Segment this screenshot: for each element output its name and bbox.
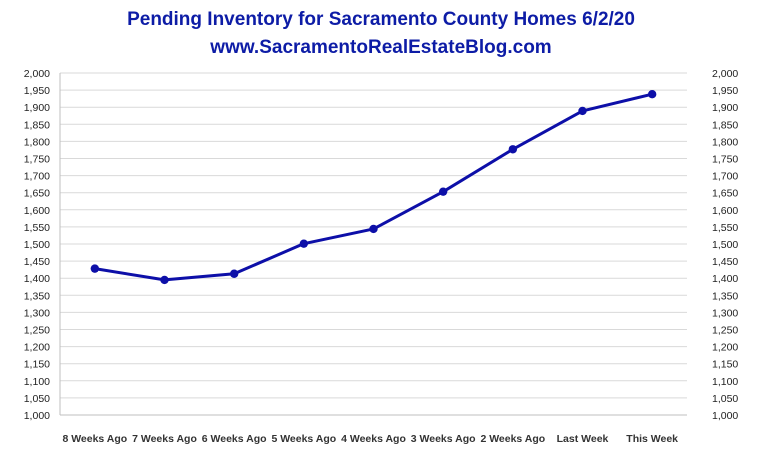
- y-tick-label-left: 1,200: [24, 342, 50, 354]
- gridlines: [60, 72, 687, 399]
- series-line: [94, 92, 653, 282]
- y-tick-label-left: 1,350: [24, 290, 50, 302]
- y-tick-label-right: 1,500: [712, 239, 738, 251]
- y-tick-label-right: 1,800: [712, 136, 738, 148]
- data-point: [647, 90, 657, 99]
- x-tick-label: 5 Weeks Ago: [271, 433, 336, 445]
- x-tick-label: 6 Weeks Ago: [202, 433, 267, 445]
- y-tick-label-right: 1,900: [712, 102, 738, 114]
- y-tick-label-right: 1,300: [712, 307, 738, 319]
- y-tick-label-right: 1,200: [712, 342, 738, 354]
- data-point: [90, 264, 100, 273]
- y-tick-label-left: 1,550: [24, 222, 50, 234]
- data-point: [438, 187, 448, 196]
- y-tick-label-left: 1,650: [24, 188, 50, 200]
- y-tick-label-left: 1,750: [24, 154, 50, 166]
- y-tick-label-right: 1,700: [712, 171, 738, 183]
- y-tick-label-right: 1,750: [712, 154, 738, 166]
- y-tick-label-left: 1,600: [24, 205, 50, 217]
- x-tick-label: 8 Weeks Ago: [62, 433, 127, 445]
- y-axis-left: 1,000 1,050 1,100 1,150 1,200 1,250 1,300 1,350…: [24, 68, 50, 422]
- y-tick-label-left: 1,000: [24, 410, 50, 422]
- y-tick-label-left: 1,050: [24, 393, 50, 405]
- y-tick-label-right: 1,600: [712, 205, 738, 217]
- data-point: [369, 224, 378, 234]
- y-tick-label-left: 1,700: [24, 171, 50, 183]
- x-tick-label: 4 Weeks Ago: [341, 433, 406, 445]
- y-tick-label-right: 1,450: [712, 256, 738, 268]
- y-tick-label-left: 2,000: [24, 68, 50, 80]
- y-tick-label-right: 1,000: [712, 410, 738, 422]
- series: [90, 90, 657, 285]
- y-tick-label-right: 1,650: [712, 188, 738, 200]
- y-tick-label-left: 1,150: [24, 359, 50, 371]
- y-tick-label-right: 1,250: [712, 325, 738, 337]
- x-tick-label: 2 Weeks Ago: [480, 433, 545, 445]
- y-tick-label-left: 1,900: [24, 102, 50, 114]
- x-tick-label: This Week: [626, 433, 678, 445]
- data-point: [578, 106, 587, 116]
- y-axis-right: 1,000 1,050 1,100 1,150 1,200 1,250 1,300 1,350…: [712, 68, 738, 422]
- data-point: [299, 239, 309, 248]
- y-tick-label-left: 1,800: [24, 136, 50, 148]
- y-tick-label-left: 1,100: [24, 376, 50, 388]
- y-tick-label-right: 1,350: [712, 290, 738, 302]
- x-tick-label: 3 Weeks Ago: [411, 433, 476, 445]
- y-tick-label-right: 1,850: [712, 119, 738, 131]
- x-tick-label: 7 Weeks Ago: [132, 433, 197, 445]
- x-tick-label: Last Week: [557, 433, 609, 445]
- data-point: [508, 145, 518, 154]
- y-tick-label-left: 1,450: [24, 256, 50, 268]
- y-tick-label-right: 1,050: [712, 393, 738, 405]
- y-tick-label-right: 1,100: [712, 376, 738, 388]
- x-axis: 8 Weeks Ago 7 Weeks Ago 6 Weeks Ago 5 Weeks…: [62, 433, 678, 445]
- chart-subtitle: www.SacramentoRealEstateBlog.com: [210, 37, 552, 58]
- y-tick-label-left: 1,950: [24, 85, 50, 97]
- y-tick-label-right: 1,950: [712, 85, 738, 97]
- y-tick-label-left: 1,500: [24, 239, 50, 251]
- y-tick-label-right: 2,000: [712, 68, 738, 80]
- y-tick-label-right: 1,400: [712, 273, 738, 285]
- chart-title: Pending Inventory for Sacramento County …: [127, 9, 635, 30]
- y-tick-label-left: 1,400: [24, 273, 50, 285]
- y-tick-label-left: 1,300: [24, 307, 50, 319]
- y-tick-label-left: 1,250: [24, 325, 50, 337]
- data-point: [160, 275, 169, 285]
- y-tick-label-right: 1,550: [712, 222, 738, 234]
- y-tick-label-left: 1,850: [24, 119, 50, 131]
- data-point: [229, 269, 239, 278]
- y-tick-label-right: 1,150: [712, 359, 738, 371]
- axes: [59, 73, 687, 416]
